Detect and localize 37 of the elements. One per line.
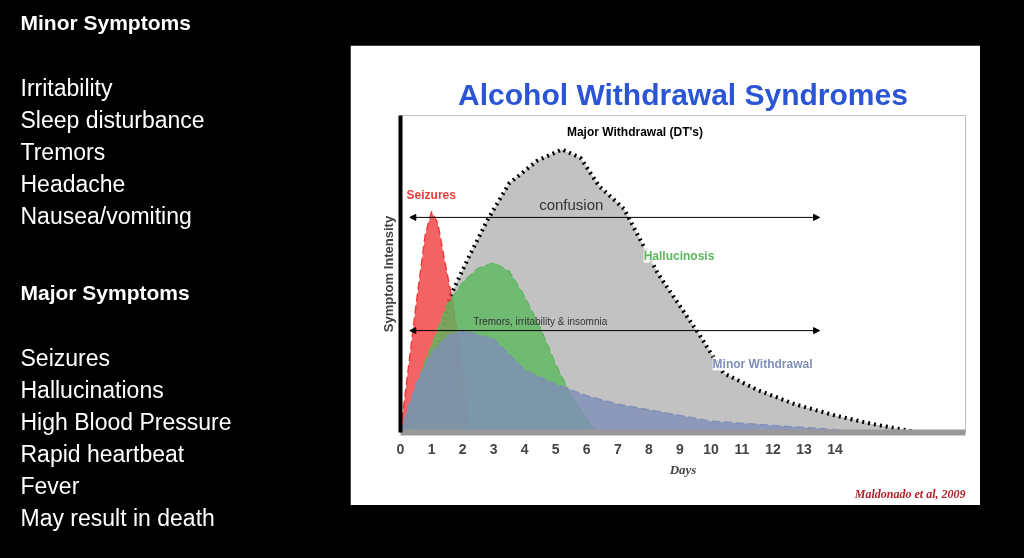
text: Minor Symptoms	[20, 10, 191, 34]
x-tick-label: 12	[765, 440, 782, 457]
text: Rapid heartbeat	[20, 440, 185, 467]
annotation: confusion	[539, 196, 604, 214]
text: Irritability	[20, 74, 114, 101]
series-label: Seizures	[406, 187, 457, 202]
text: Hallucinosis	[643, 248, 715, 263]
x-tick-label: 8	[644, 440, 653, 457]
x-tick-label: 11	[734, 440, 750, 457]
text: Maldonado et al, 2009	[853, 486, 966, 501]
chart-title: Alcohol Withdrawal Syndromes	[458, 77, 908, 111]
x-tick-label: 7	[613, 440, 622, 457]
text: Major Symptoms	[20, 280, 190, 304]
x-axis-title: Days	[668, 461, 697, 477]
text: Fever	[20, 472, 80, 499]
text: May result in death	[20, 504, 215, 531]
x-tick-label: 1	[427, 440, 436, 457]
x-tick-label: 2	[458, 440, 467, 457]
text: Minor Withdrawal	[712, 356, 813, 371]
text: Nausea/vomiting	[20, 202, 192, 229]
text: Seizures	[20, 344, 110, 371]
text: Tremors	[20, 138, 106, 165]
x-tick-label: 4	[520, 440, 529, 457]
y-axis-title: Symptom Intensity	[380, 215, 396, 333]
x-tick-label: 5	[551, 440, 560, 457]
text: Headache	[20, 170, 126, 197]
text: Hallucinations	[20, 376, 164, 403]
series-label: Major Withdrawal (DT's)	[566, 125, 704, 140]
text: High Blood Pressure	[20, 408, 232, 435]
text: Sleep disturbance	[20, 106, 205, 133]
x-tick-label: 14	[827, 440, 844, 457]
x-tick-label: 13	[796, 440, 813, 457]
x-tick-label: 3	[489, 440, 498, 457]
x-tick-label: 0	[396, 440, 405, 457]
x-tick-label: 10	[703, 440, 719, 457]
x-tick-label: 9	[676, 440, 684, 457]
x-tick-label: 6	[582, 440, 591, 457]
